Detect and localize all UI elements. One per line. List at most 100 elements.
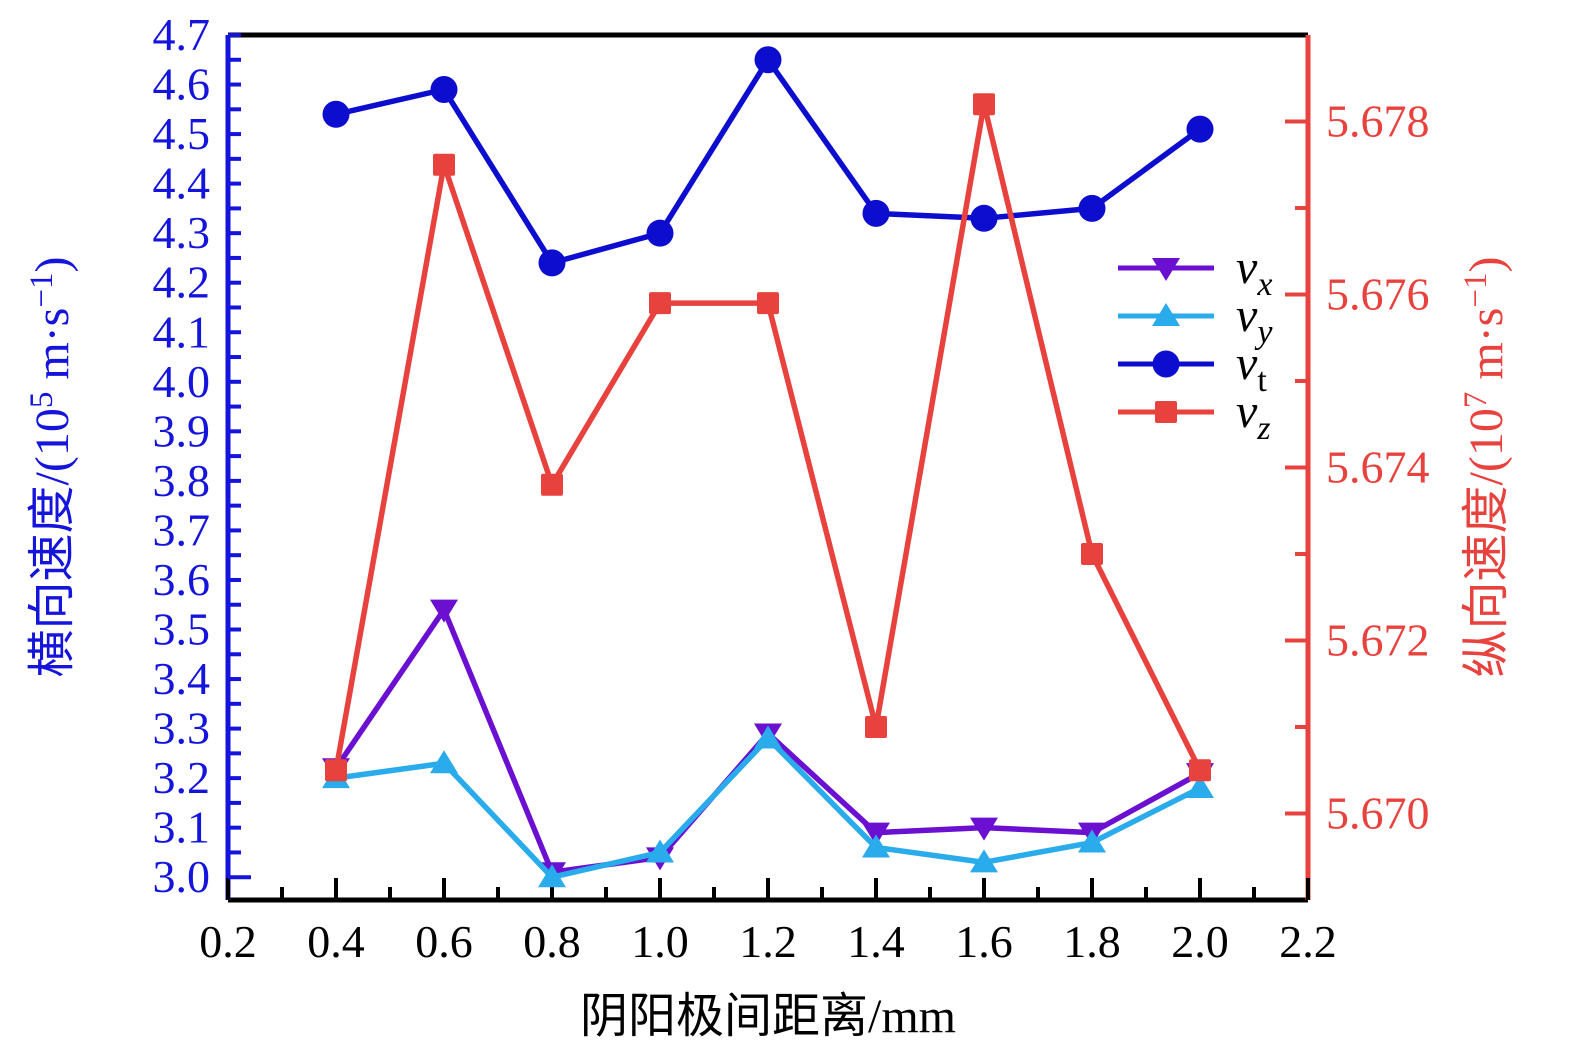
- v_t-legend-main: v: [1236, 337, 1258, 390]
- v_y-marker: [538, 864, 566, 888]
- left-axis-title: 横向速度/(105 m·s−1): [24, 257, 79, 678]
- left-tick-label: 3.5: [153, 604, 211, 655]
- left-tick-label: 4.5: [153, 108, 211, 159]
- x-tick-label: 1.0: [631, 916, 689, 967]
- v_z-marker: [325, 759, 347, 782]
- v_t-legend-marker: [1152, 350, 1180, 378]
- v_z-marker: [1189, 759, 1211, 782]
- series-v_t: [322, 46, 1214, 277]
- v_z-marker: [1081, 543, 1103, 565]
- left-tick-label: 3.1: [153, 802, 211, 853]
- v_y-marker: [754, 725, 782, 749]
- x-axis-title: 阴阳极间距离/mm: [580, 990, 956, 1043]
- v_x-marker: [970, 817, 998, 841]
- right-tick-label: 5.670: [1326, 788, 1430, 839]
- v_x-legend-marker: [1152, 258, 1180, 281]
- v_z-marker: [757, 292, 779, 315]
- v_x-marker: [862, 822, 890, 846]
- legend-item-v_t: vt: [1118, 337, 1267, 399]
- legend-item-v_z: vz: [1118, 385, 1271, 447]
- right-axis-title-part: m·s: [1460, 308, 1513, 392]
- v_x-marker: [430, 599, 458, 623]
- left-tick-label: 4.0: [153, 356, 211, 407]
- v_x-legend-label: vx: [1236, 241, 1272, 303]
- left-tick-label: 3.0: [153, 851, 211, 902]
- left-tick-label: 4.2: [153, 257, 211, 308]
- left-tick-label: 3.7: [153, 504, 211, 555]
- v_y-legend-label: vy: [1236, 289, 1273, 351]
- left-tick-label: 3.2: [153, 752, 211, 803]
- x-tick-label: 1.8: [1063, 916, 1121, 967]
- left-tick-label: 4.1: [153, 306, 211, 357]
- right-axis-title-part: ): [1460, 257, 1513, 273]
- v_t-marker: [538, 249, 566, 277]
- v_t-marker: [1186, 115, 1214, 143]
- v_y-marker: [1078, 829, 1106, 853]
- v_z-marker: [541, 473, 563, 496]
- x-tick-label: 1.4: [847, 916, 905, 967]
- left-tick-label: 3.9: [153, 405, 211, 456]
- v_t-marker: [646, 219, 674, 247]
- x-tick-label: 0.6: [415, 916, 473, 967]
- left-axis-title-part: 横向速度/(10: [26, 408, 79, 677]
- v_y-marker: [862, 834, 890, 858]
- v_t-marker: [1078, 194, 1106, 222]
- v_y-marker: [1186, 775, 1214, 799]
- right-tick-label: 5.676: [1326, 269, 1430, 320]
- v_z-legend-main: v: [1236, 385, 1258, 438]
- v_t-marker: [322, 100, 350, 128]
- left-tick-label: 3.6: [153, 554, 211, 605]
- plot-area: 0.2 0.4 0.6 0.8 1.0 1.2 1.4 1.6 1.8 2.0 2.23.03.13…: [24, 9, 1513, 967]
- right-axis-title-part: −1: [1458, 273, 1494, 308]
- left-tick-label: 4.6: [153, 59, 211, 110]
- left-tick-label: 3.8: [153, 455, 211, 506]
- right-tick-label: 5.672: [1326, 615, 1430, 666]
- v_z-marker: [973, 93, 995, 116]
- left-tick-label: 4.4: [153, 158, 211, 209]
- left-tick-label: 3.4: [153, 653, 211, 704]
- series-v_y: [322, 725, 1214, 888]
- right-axis-title-part: 纵向速度/(10: [1460, 408, 1513, 677]
- v_y-legend-sub: y: [1254, 314, 1273, 351]
- v_y-marker: [430, 750, 458, 774]
- v_z-legend-sub: z: [1256, 410, 1270, 447]
- v_y-marker: [646, 839, 674, 863]
- v_t-marker: [970, 204, 998, 232]
- x-tick-label: 1.2: [739, 916, 797, 967]
- legend-item-v_y: vy: [1118, 289, 1273, 351]
- left-axis-ticks: 3.03.13.23.33.43.53.63.73.83.94.04.14.24…: [153, 9, 251, 902]
- v_z-line: [333, 101, 1203, 773]
- right-axis-title-part: 7: [1458, 392, 1494, 409]
- v_y-line: [333, 735, 1203, 880]
- x-tick-label: 1.6: [955, 916, 1013, 967]
- legend-item-v_x: vx: [1118, 241, 1272, 303]
- series-v_z: [325, 93, 1211, 782]
- left-axis-title-part: 5: [24, 392, 60, 409]
- v_x-legend-sub: x: [1256, 266, 1272, 303]
- right-tick-label: 5.674: [1326, 442, 1430, 493]
- v_y-legend-main: v: [1236, 289, 1258, 342]
- left-tick-label: 4.7: [153, 9, 211, 60]
- right-axis-title: 纵向速度/(107 m·s−1): [1458, 257, 1513, 678]
- x-axis-ticks: 0.2 0.4 0.6 0.8 1.0 1.2 1.4 1.6 1.8 2.0 2.2: [199, 878, 1337, 967]
- v_t-marker: [754, 46, 782, 74]
- right-tick-label: 5.678: [1326, 96, 1430, 147]
- v_z-legend-marker: [1155, 401, 1177, 423]
- v_z-marker: [433, 153, 455, 176]
- left-axis-title-part: −1: [24, 273, 60, 308]
- left-axis-title-part: m·s: [26, 308, 79, 392]
- v_x-legend-main: v: [1236, 241, 1258, 294]
- x-tick-label: 2.0: [1171, 916, 1229, 967]
- v_t-legend-label: vt: [1236, 337, 1267, 399]
- v_z-marker: [865, 716, 887, 738]
- x-tick-label: 2.2: [1279, 916, 1337, 967]
- right-axis-ticks: 5.670 5.672 5.674 5.676 5.678: [1285, 96, 1430, 839]
- x-tick-label: 0.2: [199, 916, 257, 967]
- v_t-marker: [862, 199, 890, 227]
- v_t-marker: [430, 75, 458, 103]
- v_z-legend-label: vz: [1236, 385, 1271, 447]
- left-tick-label: 4.3: [153, 207, 211, 258]
